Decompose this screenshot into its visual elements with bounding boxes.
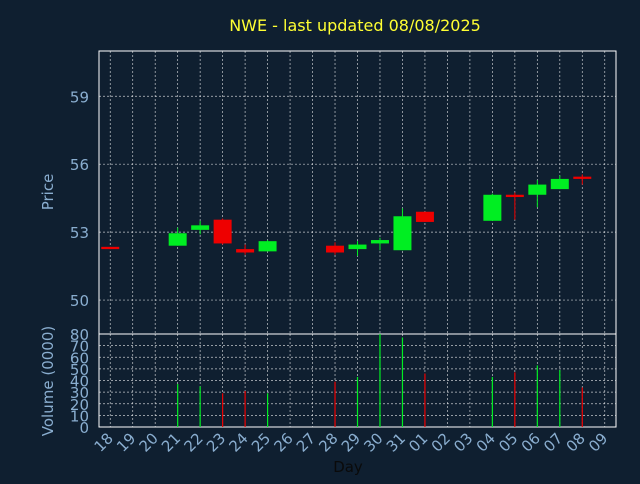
volume-tick-label: 70 <box>70 338 89 356</box>
candle-body <box>550 178 569 190</box>
candle-body <box>236 249 255 253</box>
price-axis-label: Price <box>39 174 57 211</box>
price-tick-label: 50 <box>70 292 89 310</box>
x-tick-label: 09 <box>585 429 611 455</box>
candle-body <box>415 211 434 222</box>
chart-title: NWE - last updated 08/08/2025 <box>229 16 481 35</box>
candle-body <box>191 225 210 230</box>
candle-body <box>168 233 187 246</box>
candle-body <box>348 244 367 250</box>
candle-body <box>483 194 502 221</box>
volume-tick-label: 0 <box>79 419 89 437</box>
volume-tick-label: 50 <box>70 361 89 379</box>
volume-axis-label: Volume (0000) <box>39 326 57 436</box>
price-tick-label: 56 <box>70 156 89 174</box>
volume-tick-label: 10 <box>70 407 89 425</box>
volume-tick-label: 60 <box>70 349 89 367</box>
price-tick-label: 53 <box>70 224 89 242</box>
candle-body <box>258 241 277 252</box>
x-axis-label: Day <box>333 458 363 476</box>
candle-body <box>573 176 592 179</box>
volume-tick-label: 40 <box>70 373 89 391</box>
x-axis: 1819202122232425262728293031010203040506… <box>91 429 612 455</box>
candle-body <box>393 216 412 251</box>
price-tick-label: 59 <box>70 88 89 106</box>
candle-body <box>213 219 232 244</box>
volume-tick-label: 20 <box>70 396 89 414</box>
candle-body <box>326 245 345 253</box>
candle-body <box>370 240 389 244</box>
volume-tick-label: 30 <box>70 384 89 402</box>
price-panel: 50 53 56 59 <box>70 50 617 335</box>
volume-tick-label: 80 <box>70 326 89 344</box>
candle-body <box>528 184 547 195</box>
candle-body <box>505 194 524 198</box>
candle-body <box>101 246 120 250</box>
